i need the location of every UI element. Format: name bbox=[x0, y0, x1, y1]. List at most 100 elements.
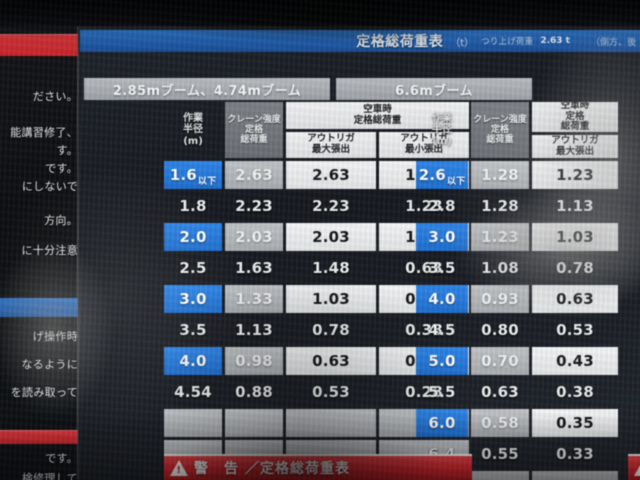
load-table-right: 作業 半径 (m) クレーン強度 定格 総荷重 空車時 定格 総荷重 bbox=[416, 100, 618, 480]
left-cell-crane-value: 1.13 bbox=[235, 321, 273, 339]
right-cell-radius: 6.0 bbox=[416, 409, 468, 437]
left-placard-line: 能講習修了、 bbox=[10, 126, 78, 139]
left-cell-radius-value: 4.54 bbox=[174, 383, 212, 401]
left-cell-outrigger-max-value: 2.63 bbox=[312, 166, 350, 184]
right-cell-radius: 5.5 bbox=[416, 378, 468, 406]
header-empty-vehicle-line1: 空車時 bbox=[363, 103, 392, 115]
right-cell-radius-suffix: 以下 bbox=[446, 177, 466, 187]
left-placard-line: にしないで bbox=[21, 180, 78, 193]
header-crane-line3-r: 総荷重 bbox=[486, 135, 514, 146]
warning-label-left: 警 告 bbox=[194, 461, 239, 477]
left-cell-outrigger-max: 1.48 bbox=[286, 254, 376, 282]
warning-text-left: ／定格総荷重表 bbox=[245, 461, 350, 477]
left-cell-crane-value: 2.63 bbox=[235, 166, 273, 184]
header-crane-line1-r: クレーン強度 bbox=[473, 114, 527, 125]
left-placard-red-bar-top bbox=[0, 34, 78, 56]
top-dark-band bbox=[0, 0, 640, 28]
right-cell-crane: 0.55 bbox=[471, 440, 529, 468]
warning-triangle-icon bbox=[170, 460, 188, 476]
header-outrigger-max-r-line2: 最大張出 bbox=[555, 145, 594, 157]
left-placard-line: す。 bbox=[56, 144, 78, 157]
left-cell-outrigger-max: 0.78 bbox=[286, 316, 376, 344]
left-cell-radius-value: 2.5 bbox=[179, 259, 207, 277]
left-placard-blue-bar bbox=[0, 298, 78, 317]
right-cell-outrigger-max: 0.78 bbox=[532, 254, 618, 282]
right-cell-outrigger-max: 1.13 bbox=[532, 192, 618, 220]
right-cell-radius: 2.8 bbox=[416, 192, 468, 220]
left-placard-line: を読み取って bbox=[10, 386, 78, 399]
right-cell-outrigger-max: 0.35 bbox=[532, 409, 618, 437]
warning-triangle-icon-right bbox=[634, 460, 640, 476]
rated-load-chart-placard: 定格総荷重表 （t） つり上げ荷重 2.63 t （側方、後 2.85mブーム、… bbox=[80, 26, 640, 480]
left-cell-crane-value: 1.63 bbox=[235, 259, 273, 277]
left-cell-outrigger-max: 0.53 bbox=[286, 378, 376, 406]
right-cell-radius: 3.5 bbox=[416, 254, 468, 282]
direction-note: （側方、後 bbox=[590, 37, 636, 48]
left-cell-outrigger-max: 1.03 bbox=[286, 285, 376, 313]
left-cell-radius: 2.0 bbox=[164, 223, 222, 251]
right-cell-outrigger-max: 1.03 bbox=[532, 223, 618, 251]
right-cell-outrigger-max-value: 0.63 bbox=[556, 290, 594, 308]
right-cell-outrigger-max: 0.53 bbox=[532, 316, 618, 344]
right-cell-radius-value: 5.0 bbox=[428, 352, 456, 370]
left-cell-outrigger-max: 2.63 bbox=[286, 161, 376, 189]
right-cell-radius-value: 6.0 bbox=[428, 414, 456, 432]
right-cell-radius: 4.5 bbox=[416, 316, 468, 344]
right-cell-radius: 2.6 以下 bbox=[416, 161, 468, 189]
right-cell-radius: 4.0 bbox=[416, 285, 468, 313]
table-row: 4.5 0.80 0.53 bbox=[416, 316, 618, 344]
left-cell-radius-value: 2.0 bbox=[179, 228, 207, 246]
left-cell-crane-value: 2.23 bbox=[235, 197, 273, 215]
left-cell-radius-value: 1.8 bbox=[179, 197, 207, 215]
left-cell-outrigger-max-value: 1.48 bbox=[312, 259, 350, 277]
page-title: 定格総荷重表 bbox=[356, 34, 444, 50]
right-cell-radius-value: 2.8 bbox=[428, 197, 456, 215]
left-cell-radius: 2.5 bbox=[164, 254, 222, 282]
table-row: 3.0 1.23 1.03 bbox=[416, 223, 618, 251]
left-placard-line: なるように bbox=[21, 358, 78, 371]
right-cell-outrigger-max-value: 0.78 bbox=[556, 259, 594, 277]
left-cell-radius bbox=[164, 409, 222, 437]
header-outrigger-max-r-line1: アウトリガ bbox=[551, 134, 599, 146]
right-cell-crane-value: 1.08 bbox=[481, 259, 519, 277]
left-cell-crane: 1.13 bbox=[225, 316, 283, 344]
left-cell-outrigger-max-value: 0.53 bbox=[312, 383, 350, 401]
left-cell-radius: 3.0 bbox=[164, 285, 222, 313]
warning-bar-left: 警 告 ／定格総荷重表 bbox=[164, 454, 472, 480]
right-cell-crane-value: 0.80 bbox=[481, 321, 519, 339]
left-cell-outrigger-max-value: 0.78 bbox=[312, 321, 350, 339]
left-placard-line: ださい。 bbox=[32, 90, 78, 103]
right-cell-crane: 1.08 bbox=[471, 254, 529, 282]
right-cell-outrigger-max: 1.23 bbox=[532, 161, 618, 189]
left-cell-crane: 1.63 bbox=[225, 254, 283, 282]
header-radius-line2-r: 半径 bbox=[432, 124, 452, 136]
right-cell-radius-value: 3.5 bbox=[428, 259, 456, 277]
right-cell-crane: 1.28 bbox=[471, 192, 529, 220]
right-cell-crane: 1.28 bbox=[471, 161, 529, 189]
table-row: 2.8 1.28 1.13 bbox=[416, 192, 618, 220]
table-row: 5.5 0.63 0.38 bbox=[416, 378, 618, 406]
right-cell-outrigger-max: 0.33 bbox=[532, 440, 618, 468]
header-empty-vehicle-r-line3: 総荷重 bbox=[560, 121, 590, 133]
table-row: 4.0 0.93 0.63 bbox=[416, 285, 618, 313]
left-cell-outrigger-max: 0.63 bbox=[286, 347, 376, 375]
lifting-load-value: 2.63 t bbox=[540, 36, 570, 46]
right-cell-radius: 5.0 bbox=[416, 347, 468, 375]
right-cell-outrigger-max-value: 0.33 bbox=[556, 445, 594, 463]
right-cell-outrigger-max: 0.38 bbox=[532, 378, 618, 406]
left-instruction-placard: ださい。 能講習修了、 す。 です。 にしないで 方向。 に十分注意 げ操作時 なるように を読み… bbox=[0, 26, 80, 480]
left-cell-outrigger-max: 2.03 bbox=[286, 223, 376, 251]
right-cell-crane-value: 1.28 bbox=[481, 166, 519, 184]
boom-heading-row: 2.85mブーム、4.74mブーム 6.6mブーム bbox=[84, 78, 636, 100]
right-cell-outrigger-max-value: 0.43 bbox=[556, 352, 594, 370]
header-radius-line3: (m) bbox=[183, 135, 203, 147]
right-cell-outrigger-max-value: 0.35 bbox=[556, 414, 594, 432]
left-cell-outrigger-max-value: 2.03 bbox=[312, 228, 350, 246]
right-cell-crane: 0.70 bbox=[471, 347, 529, 375]
right-cell-crane: 0.80 bbox=[471, 316, 529, 344]
boom-heading-right: 6.6mブーム bbox=[336, 78, 532, 100]
left-cell-crane-value: 1.33 bbox=[235, 290, 273, 308]
left-cell-crane: 2.23 bbox=[225, 192, 283, 220]
table-header-right: 作業 半径 (m) クレーン強度 定格 総荷重 空車時 定格 総荷重 bbox=[416, 100, 618, 158]
